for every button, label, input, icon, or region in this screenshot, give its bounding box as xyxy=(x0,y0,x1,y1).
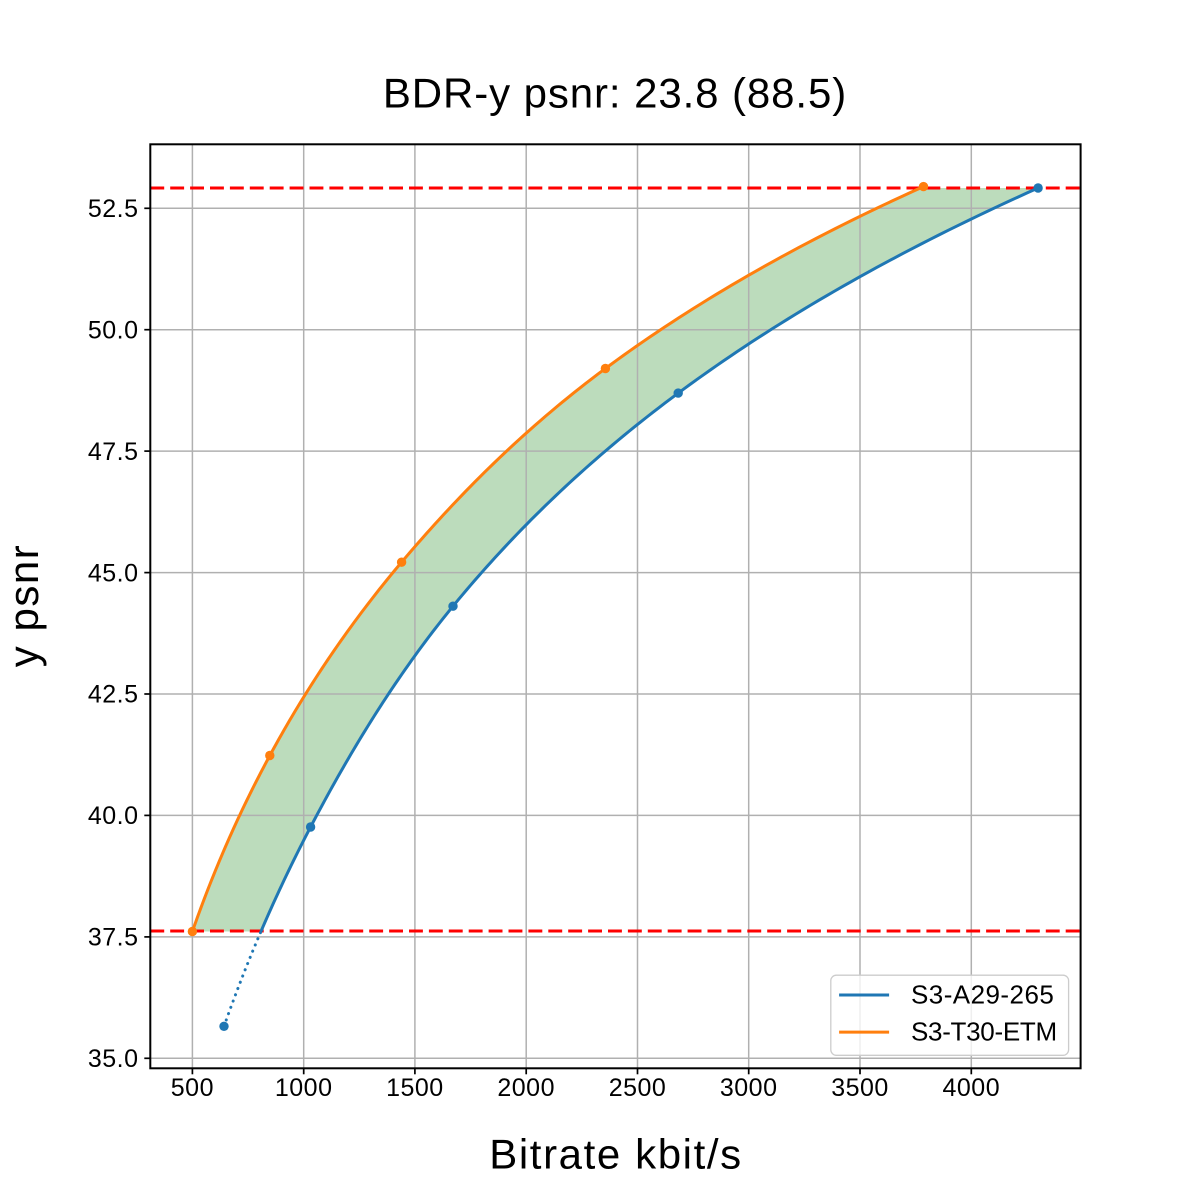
svg-text:3500: 3500 xyxy=(831,1074,889,1102)
svg-text:1500: 1500 xyxy=(386,1074,444,1102)
svg-text:40.0: 40.0 xyxy=(88,802,139,830)
svg-text:50.0: 50.0 xyxy=(88,316,139,344)
svg-text:35.0: 35.0 xyxy=(88,1045,139,1073)
svg-text:BDR-y psnr: 23.8 (88.5): BDR-y psnr: 23.8 (88.5) xyxy=(383,70,847,117)
svg-text:S3-T30-ETM: S3-T30-ETM xyxy=(911,1017,1057,1047)
svg-text:500: 500 xyxy=(171,1074,214,1102)
svg-text:y psnr: y psnr xyxy=(0,544,47,667)
svg-text:4000: 4000 xyxy=(942,1074,1000,1102)
svg-text:2500: 2500 xyxy=(609,1074,667,1102)
svg-text:52.5: 52.5 xyxy=(88,195,139,223)
svg-text:2000: 2000 xyxy=(497,1074,555,1102)
svg-text:47.5: 47.5 xyxy=(88,438,139,466)
svg-text:1000: 1000 xyxy=(275,1074,333,1102)
svg-text:37.5: 37.5 xyxy=(88,924,139,952)
svg-text:45.0: 45.0 xyxy=(88,559,139,587)
svg-text:42.5: 42.5 xyxy=(88,681,139,709)
svg-text:Bitrate kbit/s: Bitrate kbit/s xyxy=(489,1131,742,1178)
svg-text:3000: 3000 xyxy=(720,1074,778,1102)
svg-text:S3-A29-265: S3-A29-265 xyxy=(911,980,1054,1010)
